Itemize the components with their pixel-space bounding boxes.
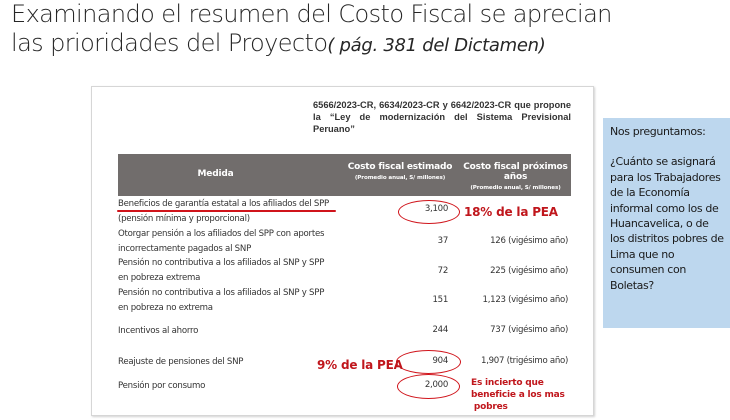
medida-cell: Beneficios de garantía estatal a los afi… xyxy=(118,199,329,224)
slide-title-main: Examinando el resumen del Costo Fiscal s… xyxy=(11,0,612,57)
annotation-9-pea: 9% de la PEA xyxy=(317,358,403,372)
medida-cell: Pensión no contributiva a los afiliados … xyxy=(118,288,325,313)
table-header: Medida Costo fiscal estimado (Promedio a… xyxy=(118,154,571,196)
costo-estimado-cell: 151 xyxy=(432,295,448,305)
header-medida: Medida xyxy=(197,169,234,179)
medida-cell: Otorgar pensión a los afiliados del SPP … xyxy=(118,229,325,254)
red-oval-904 xyxy=(396,350,461,374)
question-note-box: Nos preguntamos: ¿Cuánto se asignará par… xyxy=(603,118,730,328)
costo-proximos-cell: 1,123 (vigésimo año) xyxy=(482,295,569,305)
annotation-incierto: Es incierto que beneficie a los mas pobr… xyxy=(471,378,565,412)
costo-proximos-cell: 737 (vigésimo año) xyxy=(490,325,568,335)
medida-cell: Reajuste de pensiones del SNP xyxy=(118,357,244,367)
annotation-18-pea: 18% de la PEA xyxy=(464,205,558,219)
costo-proximos-cell: 225 (vigésimo año) xyxy=(490,266,568,276)
red-oval-3100 xyxy=(398,200,460,224)
red-oval-2000 xyxy=(397,374,460,399)
slide-title-note: ( pág. 381 del Dictamen) xyxy=(327,35,546,56)
note-question: ¿Cuánto se asignará para los Trabajadore… xyxy=(610,155,724,292)
document-intro: 6566/2023-CR, 6634/2023-CR y 6642/2023-C… xyxy=(313,100,571,134)
costo-proximos-cell: 1,907 (trigésimo año) xyxy=(481,356,568,366)
medida-cell: Pensión no contributiva a los afiliados … xyxy=(118,258,325,283)
costo-proximos-cell: 126 (vigésimo año) xyxy=(490,236,568,246)
costo-estimado-cell: 72 xyxy=(437,266,449,276)
slide-title: Examinando el resumen del Costo Fiscal s… xyxy=(11,0,631,60)
header-costo-proximos: Costo fiscal próximos años (Promedio anu… xyxy=(463,162,568,191)
medida-cell: Pensión por consumo xyxy=(118,381,206,391)
note-heading: Nos preguntamos: xyxy=(610,125,706,138)
medida-cell: Incentivos al ahorro xyxy=(118,326,199,336)
costo-estimado-cell: 37 xyxy=(437,236,449,246)
costo-estimado-cell: 244 xyxy=(432,325,448,335)
document-excerpt: 6566/2023-CR, 6634/2023-CR y 6642/2023-C… xyxy=(91,86,594,416)
red-underline-annotation xyxy=(117,210,336,212)
header-costo-estimado: Costo fiscal estimado (Promedio anual, S… xyxy=(347,162,453,181)
